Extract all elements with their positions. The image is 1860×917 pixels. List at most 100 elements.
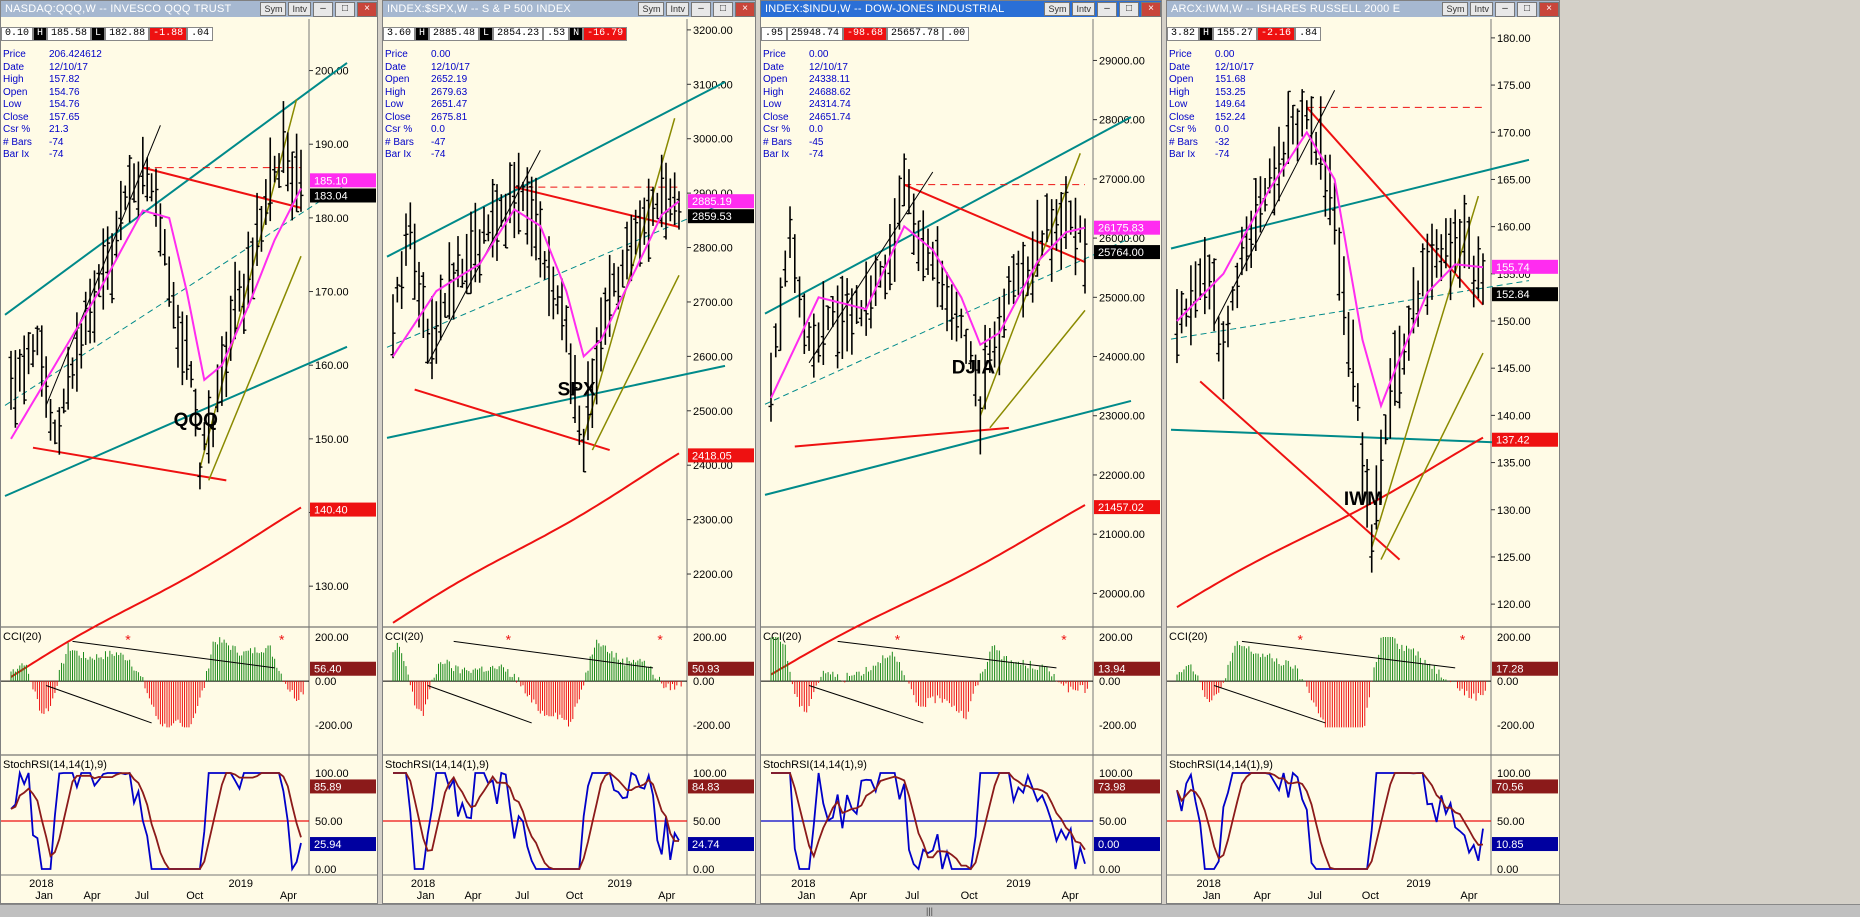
info-value: 21.3 — [49, 124, 69, 135]
price-bar — [1290, 104, 1296, 145]
stoch-value-label: 24.74 — [692, 839, 720, 851]
info-label: Open — [763, 74, 788, 85]
price-bar — [1406, 305, 1412, 361]
price-bar — [537, 201, 543, 278]
info-labels: Price Date Open High Low Close Csr % # Bars Bar … — [1169, 49, 1198, 162]
price-bar — [676, 191, 682, 230]
price-bar — [1480, 253, 1486, 305]
info-value: 12/10/17 — [431, 61, 470, 73]
maximize-icon[interactable]: □ — [1119, 1, 1139, 17]
price-bar — [1234, 262, 1240, 309]
info-values: 0.00 12/10/17 151.68 153.25 149.64 152.24 0.0-… — [1215, 49, 1254, 162]
price-bar — [1020, 241, 1026, 318]
x-axis-label: 2019 — [1006, 878, 1030, 890]
price-bar — [1346, 312, 1352, 377]
close-icon[interactable]: × — [357, 1, 377, 17]
minimize-icon[interactable]: – — [1495, 1, 1515, 17]
price-bar — [663, 162, 669, 240]
long-ma-line — [10, 506, 302, 678]
stoch-tick-label: 50.00 — [1497, 816, 1525, 828]
price-bar — [1359, 432, 1365, 505]
info-label: Open — [1169, 74, 1194, 85]
price-bar — [1401, 333, 1407, 375]
scroll-grip[interactable]: ||| — [926, 906, 934, 916]
stoch-tick-label: 100.00 — [315, 768, 349, 780]
price-bar — [219, 336, 225, 406]
price-tick-label: 145.00 — [1497, 363, 1531, 375]
mid-channel-line — [4, 183, 348, 406]
symbol-button[interactable]: Sym — [1442, 2, 1469, 16]
maximize-icon[interactable]: □ — [713, 1, 733, 17]
price-bar — [1058, 191, 1064, 270]
minimize-icon[interactable]: – — [1097, 1, 1117, 17]
price-bar — [797, 276, 803, 318]
window-titlebar[interactable]: ARCX:IWM,W -- ISHARES RUSSELL 2000 E Sym I… — [1167, 1, 1559, 17]
olive-channel-line — [979, 153, 1081, 417]
quote-field: H — [1199, 27, 1214, 41]
price-bar — [236, 270, 242, 312]
info-value: 12/10/17 — [1215, 61, 1254, 73]
price-tag-label: 2885.19 — [692, 196, 732, 208]
cci-tick-label: 0.00 — [1497, 676, 1518, 688]
price-bar — [1336, 227, 1342, 301]
chart-window-iwm[interactable]: ARCX:IWM,W -- ISHARES RUSSELL 2000 E Sym I… — [1166, 0, 1560, 904]
price-bar — [555, 285, 561, 315]
minimize-icon[interactable]: – — [691, 1, 711, 17]
quote-row: 0.10 H 185.58 L 182.88 -1.88.04 — [1, 27, 214, 41]
cci-tick-label: -200.00 — [315, 720, 352, 732]
info-label: Close — [763, 111, 789, 123]
interval-button[interactable]: Intv — [1072, 2, 1095, 16]
price-bar — [241, 273, 247, 334]
price-bar — [390, 294, 396, 359]
price-bar — [935, 226, 941, 308]
symbol-button[interactable]: Sym — [1044, 2, 1071, 16]
cci-trend-line — [1213, 685, 1326, 724]
cci-value-label: 17.28 — [1496, 664, 1524, 676]
ma-line — [10, 187, 302, 440]
chart-window-qqq[interactable]: NASDAQ:QQQ,W -- INVESCO QQQ TRUST Sym Intv… — [0, 0, 378, 904]
symbol-button[interactable]: Sym — [260, 2, 287, 16]
close-icon[interactable]: × — [1539, 1, 1559, 17]
info-value: 24314.74 — [809, 99, 851, 110]
price-bar — [1188, 265, 1194, 346]
stoch-tick-label: 0.00 — [693, 864, 714, 876]
price-bar — [113, 210, 119, 260]
price-bar — [34, 325, 40, 356]
stoch-tick-label: 0.00 — [1497, 864, 1518, 876]
chart-window-spx[interactable]: INDEX:$SPX,W -- S & P 500 INDEX Sym Intv – □… — [382, 0, 756, 904]
stoch-label: StochRSI(14,14(1),9) — [3, 759, 107, 771]
price-tag: 185.10 — [310, 173, 376, 188]
red-support-line — [1199, 380, 1401, 561]
price-bar — [1174, 289, 1180, 364]
stoch-value-label: 10.85 — [1496, 839, 1524, 851]
price-tick-label: 170.00 — [1497, 127, 1531, 139]
minimize-icon[interactable]: – — [313, 1, 333, 17]
price-bar — [171, 281, 177, 329]
close-icon[interactable]: × — [735, 1, 755, 17]
price-bar — [70, 357, 76, 389]
maximize-icon[interactable]: □ — [335, 1, 355, 17]
price-tick-label: 150.00 — [1497, 316, 1531, 328]
price-tick-label: 175.00 — [1497, 80, 1531, 92]
info-label: Price — [763, 49, 786, 60]
symbol-button[interactable]: Sym — [638, 2, 665, 16]
interval-button[interactable]: Intv — [288, 2, 311, 16]
chart-window-djia[interactable]: INDEX:$INDU,W -- DOW-JONES INDUSTRIAL Sym… — [760, 0, 1162, 904]
window-titlebar[interactable]: NASDAQ:QQQ,W -- INVESCO QQQ TRUST Sym Intv… — [1, 1, 377, 17]
maximize-icon[interactable]: □ — [1517, 1, 1537, 17]
window-titlebar[interactable]: INDEX:$SPX,W -- S & P 500 INDEX Sym Intv – □… — [383, 1, 755, 17]
quote-field: 182.88 — [105, 27, 150, 41]
close-icon[interactable]: × — [1141, 1, 1161, 17]
price-bar — [572, 354, 578, 424]
interval-button[interactable]: Intv — [666, 2, 689, 16]
stoch-value-label: 73.98 — [1098, 781, 1126, 793]
cci-tick-label: -200.00 — [1099, 720, 1136, 732]
price-bar — [516, 152, 522, 235]
price-tick-label: 125.00 — [1497, 552, 1531, 564]
quote-field: H — [415, 27, 430, 41]
info-label: Close — [1169, 111, 1195, 123]
window-titlebar[interactable]: INDEX:$INDU,W -- DOW-JONES INDUSTRIAL Sym… — [761, 1, 1161, 17]
info-label: Date — [763, 61, 785, 73]
price-bar — [206, 390, 212, 464]
interval-button[interactable]: Intv — [1470, 2, 1493, 16]
